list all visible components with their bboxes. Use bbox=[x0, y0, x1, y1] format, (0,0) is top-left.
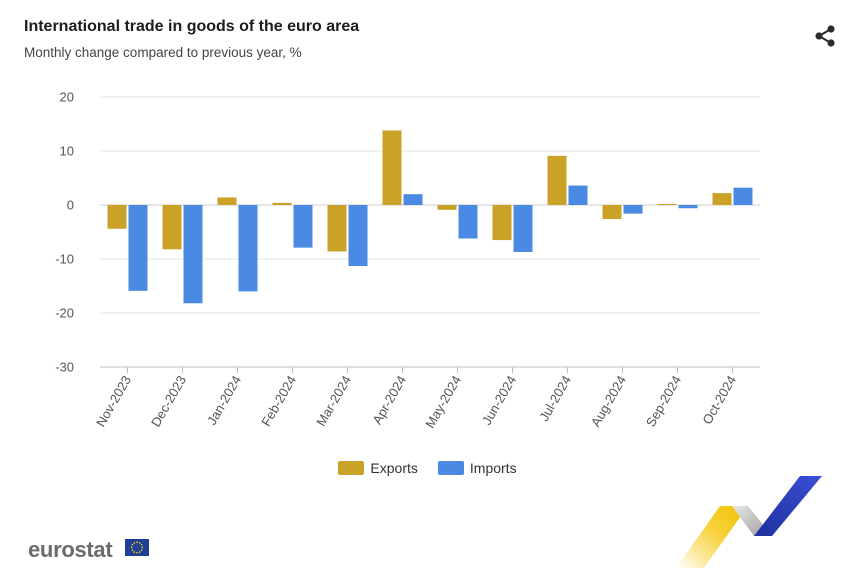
bar-exports bbox=[107, 205, 127, 229]
x-tick-label: Jul-2024 bbox=[536, 373, 574, 424]
y-tick-label: -10 bbox=[55, 252, 74, 267]
bar-exports bbox=[272, 202, 292, 205]
share-icon[interactable] bbox=[812, 24, 838, 48]
eurostat-logo: eurostat bbox=[28, 537, 113, 562]
bar-exports bbox=[327, 205, 347, 252]
bar-imports bbox=[293, 205, 313, 248]
chart-title: International trade in goods of the euro… bbox=[24, 18, 360, 35]
legend-item-imports[interactable]: Imports bbox=[437, 460, 517, 476]
bar-exports bbox=[437, 205, 457, 210]
bar-exports bbox=[547, 155, 567, 205]
x-tick-label: Jan-2024 bbox=[204, 373, 244, 427]
chart-legend: Exports Imports bbox=[0, 460, 855, 476]
y-tick-label: 20 bbox=[60, 90, 74, 105]
bar-exports bbox=[162, 205, 182, 250]
eu-flag-icon bbox=[125, 539, 149, 556]
x-tick-label: Oct-2024 bbox=[699, 373, 739, 427]
bar-imports bbox=[238, 205, 258, 292]
bar-imports bbox=[733, 187, 753, 205]
decorative-ribbon bbox=[676, 476, 822, 568]
x-tick-label: Nov-2023 bbox=[93, 373, 134, 429]
y-tick-label: 10 bbox=[60, 144, 74, 159]
bar-exports bbox=[492, 205, 512, 241]
x-tick-label: May-2024 bbox=[422, 373, 464, 431]
bar-imports bbox=[623, 205, 643, 214]
chart-subtitle: Monthly change compared to previous year… bbox=[24, 45, 302, 60]
legend-swatch-exports bbox=[338, 461, 365, 475]
legend-swatch-imports bbox=[437, 461, 464, 475]
x-tick-label: Dec-2023 bbox=[148, 373, 189, 429]
bar-imports bbox=[403, 194, 423, 205]
x-tick-label: Aug-2024 bbox=[588, 373, 629, 429]
bar-exports bbox=[712, 193, 732, 205]
bar-imports bbox=[128, 205, 148, 291]
bar-exports bbox=[217, 197, 237, 205]
bar-imports bbox=[513, 205, 533, 252]
bar-chart: 20 10 0 -10 -20 -30 Nov-2023 Dec-2023 Jan-2024 Fe… bbox=[55, 90, 760, 431]
legend-label-exports: Exports bbox=[370, 460, 418, 476]
x-tick-label: Mar-2024 bbox=[313, 373, 354, 429]
bar-exports bbox=[602, 205, 622, 220]
x-tick-label: Apr-2024 bbox=[369, 373, 409, 427]
y-tick-label: 0 bbox=[67, 198, 74, 213]
x-tick-label: Sep-2024 bbox=[643, 373, 684, 429]
x-tick-label: Feb-2024 bbox=[258, 373, 299, 429]
y-tick-label: -20 bbox=[55, 306, 74, 321]
bar-imports bbox=[348, 205, 368, 267]
legend-label-imports: Imports bbox=[469, 460, 517, 476]
bar-imports bbox=[183, 205, 203, 304]
bar-exports bbox=[657, 203, 677, 205]
bar-imports bbox=[458, 205, 478, 239]
bar-imports bbox=[678, 205, 698, 209]
bar-imports bbox=[568, 185, 588, 205]
y-tick-label: -30 bbox=[55, 360, 74, 375]
legend-item-exports[interactable]: Exports bbox=[338, 460, 418, 476]
bar-exports bbox=[382, 130, 402, 205]
x-tick-label: Jun-2024 bbox=[479, 373, 519, 427]
